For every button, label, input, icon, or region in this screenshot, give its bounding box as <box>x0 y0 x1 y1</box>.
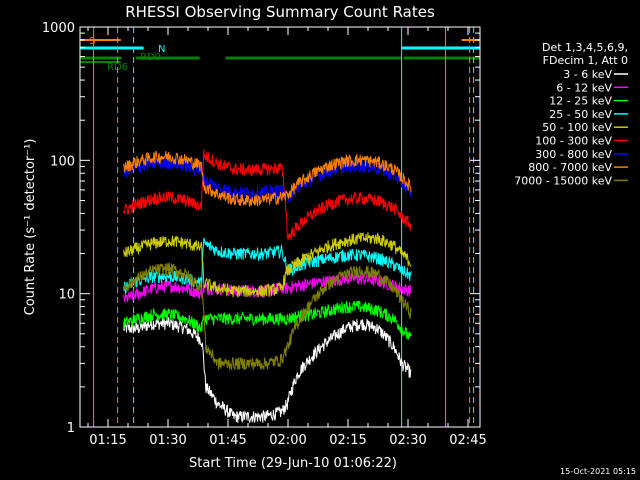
chart-title: RHESSI Observing Summary Count Rates <box>125 3 435 21</box>
x-tick-label-01-15: 01:15 <box>89 433 126 448</box>
legend-label-300-800-kev: 300 - 800 keV <box>535 148 612 161</box>
legend-label-50-100-kev: 50 - 100 keV <box>542 121 612 134</box>
flag-label-s: S <box>89 36 95 47</box>
x-tick-label-01-45: 01:45 <box>209 433 246 448</box>
series-line-100-300-kev <box>123 149 412 241</box>
legend: Det 1,3,4,5,6,9, FDecim 1, Att 0 3 - 6 k… <box>514 41 628 187</box>
x-axis-ticks: 01:15 01:30 01:45 02:00 02:15 02:30 02:45 <box>87 27 487 448</box>
legend-label-3-6-kev: 3 - 6 keV <box>563 68 612 81</box>
series-line-300-800-kev <box>123 157 412 203</box>
legend-label-6-12-kev: 6 - 12 keV <box>556 81 612 94</box>
legend-label-7000-15000-kev: 7000 - 15000 keV <box>514 174 612 187</box>
legend-header-line-1: Det 1,3,4,5,6,9, <box>542 41 628 54</box>
y-axis-label: Count Rate (s⁻¹ detector⁻¹) <box>23 139 38 316</box>
x-tick-label-02-45: 02:45 <box>449 433 486 448</box>
y-axis-ticks: 1 10 100 1000 <box>42 21 480 436</box>
legend-label-100-300-kev: 100 - 300 keV <box>535 135 612 148</box>
series-line-800-7000-kev <box>123 150 412 207</box>
legend-header-line-2: FDecim 1, Att 0 <box>543 54 628 67</box>
series-line-7000-15000-kev <box>123 262 412 371</box>
legend-label-800-7000-kev: 800 - 7000 keV <box>528 161 612 174</box>
legend-label-25-50-kev: 25 - 50 keV <box>549 108 612 121</box>
series-line-25-50-kev <box>123 237 412 294</box>
x-tick-label-02-30: 02:30 <box>389 433 426 448</box>
flag-label-rd0: RD0 <box>140 52 161 63</box>
legend-label-12-25-kev: 12 - 25 keV <box>549 95 612 108</box>
y-tick-label-10: 10 <box>58 288 75 303</box>
flag-label-n: N <box>158 44 165 55</box>
series-lines <box>123 149 412 424</box>
y-tick-label-1: 1 <box>67 421 75 436</box>
y-tick-label-1000: 1000 <box>42 21 75 36</box>
plot-frame <box>79 26 481 428</box>
series-line-50-100-kev <box>123 232 412 298</box>
footer-timestamp: 15-Oct-2021 05:15 <box>560 467 636 476</box>
x-tick-label-02-00: 02:00 <box>269 433 306 448</box>
x-tick-label-02-15: 02:15 <box>329 433 366 448</box>
vertical-markers <box>93 27 475 427</box>
y-tick-label-100: 100 <box>50 154 75 169</box>
series-line-12-25-kev <box>123 299 412 340</box>
series-line-3-6-kev <box>123 317 412 424</box>
x-axis-label: Start Time (29-Jun-10 01:06:22) <box>189 456 397 471</box>
x-tick-label-01-30: 01:30 <box>149 433 186 448</box>
